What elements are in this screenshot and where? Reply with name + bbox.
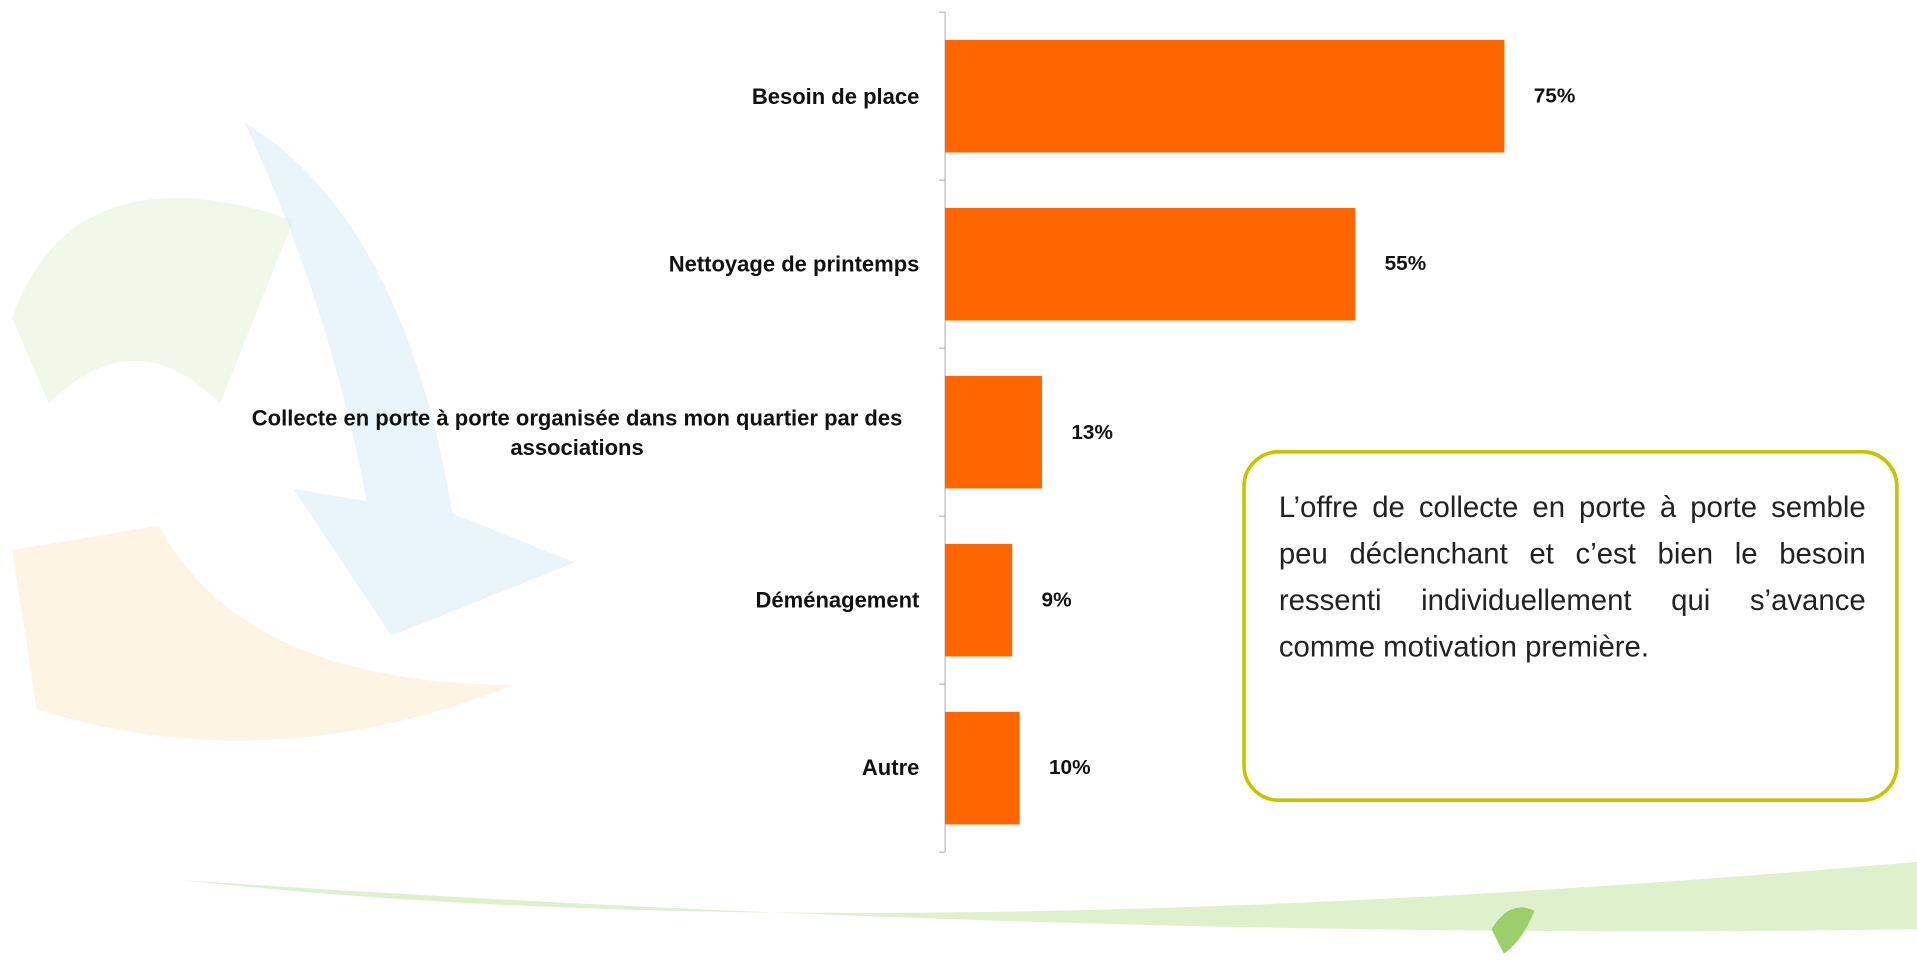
- category-label: Besoin de place: [751, 83, 920, 109]
- category-label: Autre: [861, 755, 920, 781]
- logo: [1491, 907, 1535, 954]
- value-label: 13%: [1071, 419, 1113, 444]
- bar: [945, 711, 1020, 825]
- value-label: 75%: [1533, 83, 1576, 108]
- value-label: 10%: [1048, 755, 1091, 780]
- value-label: 9%: [1041, 587, 1072, 612]
- category-label: Collecte en porte à porte organisée dans…: [251, 405, 903, 460]
- green-swoosh: [183, 861, 1917, 932]
- annotation-box: L’offre de collecte en porte à porte sem…: [1242, 449, 1899, 803]
- bar: [945, 543, 1013, 657]
- orange-arrow: [12, 525, 514, 741]
- value-label: 55%: [1384, 251, 1427, 276]
- bar: [945, 39, 1505, 153]
- green-arrow: [12, 198, 294, 404]
- category-label: Nettoyage de printemps: [668, 251, 920, 277]
- category-label: Déménagement: [755, 587, 920, 613]
- bar: [945, 207, 1356, 321]
- blue-arrow: [244, 122, 575, 636]
- bar: [945, 375, 1043, 489]
